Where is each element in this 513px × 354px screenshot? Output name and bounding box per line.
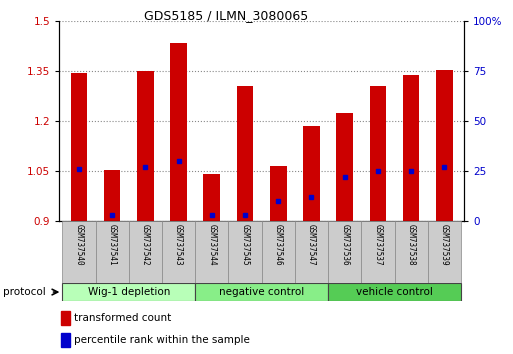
Text: GSM737537: GSM737537 (373, 224, 382, 266)
Text: GSM737540: GSM737540 (74, 224, 84, 266)
Bar (61, 333, 70, 347)
Text: GSM737542: GSM737542 (141, 224, 150, 266)
Text: vehicle control: vehicle control (356, 287, 433, 297)
FancyBboxPatch shape (361, 221, 394, 283)
FancyBboxPatch shape (62, 221, 95, 283)
FancyBboxPatch shape (195, 221, 228, 283)
Text: GSM737536: GSM737536 (340, 224, 349, 266)
Text: GSM737547: GSM737547 (307, 224, 316, 266)
Text: GSM737544: GSM737544 (207, 224, 216, 266)
Text: negative control: negative control (219, 287, 304, 297)
FancyBboxPatch shape (162, 221, 195, 283)
Bar (71, 73, 87, 221)
Text: Wig-1 depletion: Wig-1 depletion (88, 287, 170, 297)
Bar (137, 71, 154, 221)
FancyBboxPatch shape (394, 221, 428, 283)
FancyBboxPatch shape (195, 283, 328, 301)
Text: GSM737541: GSM737541 (108, 224, 116, 266)
Bar (436, 70, 452, 221)
FancyBboxPatch shape (328, 283, 461, 301)
Bar (204, 174, 220, 221)
Text: transformed count: transformed count (74, 313, 172, 323)
FancyBboxPatch shape (295, 221, 328, 283)
Bar (403, 75, 420, 221)
Text: GSM737538: GSM737538 (407, 224, 416, 266)
Text: GSM737543: GSM737543 (174, 224, 183, 266)
Text: percentile rank within the sample: percentile rank within the sample (74, 335, 250, 345)
FancyBboxPatch shape (428, 221, 461, 283)
Text: protocol: protocol (3, 287, 45, 297)
FancyBboxPatch shape (262, 221, 295, 283)
FancyBboxPatch shape (129, 221, 162, 283)
Bar (61, 312, 70, 325)
Bar (170, 43, 187, 221)
Bar (236, 86, 253, 221)
Bar (104, 170, 121, 221)
Text: GSM737545: GSM737545 (241, 224, 249, 266)
Bar (270, 166, 287, 221)
Text: GDS5185 / ILMN_3080065: GDS5185 / ILMN_3080065 (144, 9, 308, 22)
Bar (303, 126, 320, 221)
Bar (369, 86, 386, 221)
FancyBboxPatch shape (95, 221, 129, 283)
Text: GSM737539: GSM737539 (440, 224, 449, 266)
FancyBboxPatch shape (328, 221, 361, 283)
FancyBboxPatch shape (228, 221, 262, 283)
Bar (337, 113, 353, 221)
FancyBboxPatch shape (62, 283, 195, 301)
Text: GSM737546: GSM737546 (274, 224, 283, 266)
